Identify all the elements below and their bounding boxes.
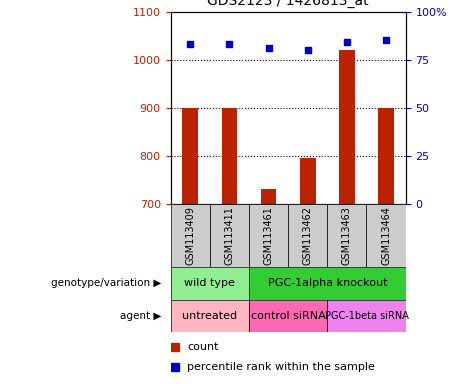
Text: count: count	[187, 342, 219, 352]
Text: PGC-1beta siRNA: PGC-1beta siRNA	[325, 311, 408, 321]
Point	[382, 37, 390, 43]
Bar	[300, 158, 315, 204]
Bar	[366, 204, 406, 267]
Bar	[327, 204, 366, 267]
Bar	[171, 204, 210, 267]
Bar	[378, 108, 394, 204]
Text: GSM113409: GSM113409	[185, 206, 195, 265]
Bar	[171, 300, 249, 332]
Point	[265, 45, 272, 51]
Bar	[210, 204, 249, 267]
Text: GSM113464: GSM113464	[381, 206, 391, 265]
Text: PGC-1alpha knockout: PGC-1alpha knockout	[267, 278, 387, 288]
Text: control siRNA: control siRNA	[251, 311, 325, 321]
Point	[304, 47, 312, 53]
Bar	[171, 267, 249, 300]
Text: GSM113461: GSM113461	[264, 206, 273, 265]
Text: percentile rank within the sample: percentile rank within the sample	[187, 362, 375, 372]
Point	[225, 41, 233, 47]
Bar	[249, 267, 406, 300]
Point	[343, 39, 350, 45]
Text: agent ▶: agent ▶	[120, 311, 161, 321]
Title: GDS2123 / 1426813_at: GDS2123 / 1426813_at	[207, 0, 369, 8]
Text: untreated: untreated	[182, 311, 237, 321]
Bar	[221, 108, 237, 204]
Text: GSM113462: GSM113462	[303, 206, 313, 265]
Text: GSM113463: GSM113463	[342, 206, 352, 265]
Bar	[339, 50, 355, 204]
Text: genotype/variation ▶: genotype/variation ▶	[51, 278, 161, 288]
Text: GSM113411: GSM113411	[225, 206, 234, 265]
Point	[186, 41, 194, 47]
Bar	[249, 204, 288, 267]
Bar	[183, 108, 198, 204]
Bar	[327, 300, 406, 332]
Bar	[249, 300, 327, 332]
Bar	[288, 204, 327, 267]
Text: wild type: wild type	[184, 278, 235, 288]
Bar	[261, 189, 276, 204]
